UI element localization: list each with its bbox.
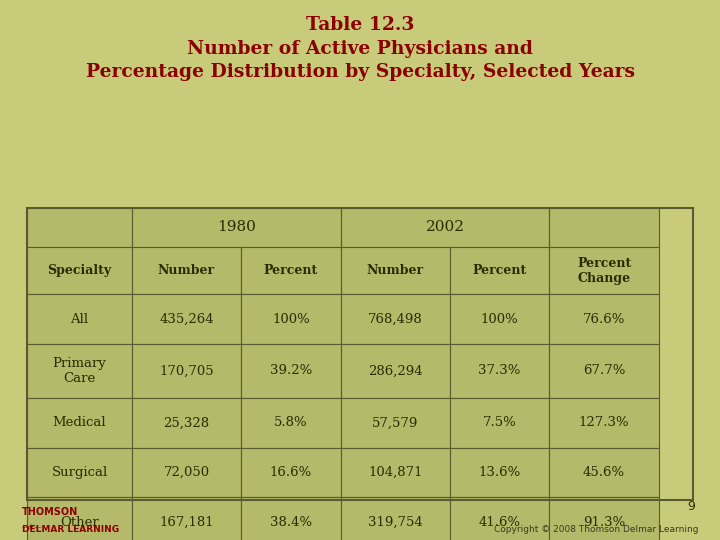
Text: 768,498: 768,498	[368, 313, 423, 326]
Text: 41.6%: 41.6%	[479, 516, 521, 529]
Text: Surgical: Surgical	[51, 466, 108, 479]
Bar	[132, 294, 241, 344]
Bar	[549, 497, 659, 540]
Text: Percent
Change: Percent Change	[577, 256, 631, 285]
Text: 38.4%: 38.4%	[270, 516, 312, 529]
Bar	[341, 398, 450, 448]
Bar	[132, 247, 241, 294]
Text: Copyright © 2008 Thomson Delmar Learning: Copyright © 2008 Thomson Delmar Learning	[494, 524, 698, 534]
Bar	[450, 398, 549, 448]
Bar	[132, 497, 241, 540]
Text: 5.8%: 5.8%	[274, 416, 307, 429]
Bar	[241, 344, 341, 398]
Text: Table 12.3
Number of Active Physicians and
Percentage Distribution by Specialty,: Table 12.3 Number of Active Physicians a…	[86, 16, 634, 82]
Bar	[241, 294, 341, 344]
Text: 72,050: 72,050	[163, 466, 210, 479]
Bar	[341, 247, 450, 294]
Bar	[341, 344, 450, 398]
Bar	[27, 294, 132, 344]
Text: 435,264: 435,264	[159, 313, 214, 326]
Text: 13.6%: 13.6%	[479, 466, 521, 479]
Text: 170,705: 170,705	[159, 364, 214, 377]
Bar	[27, 247, 132, 294]
Text: Percent: Percent	[264, 264, 318, 277]
Bar	[241, 448, 341, 497]
Bar	[450, 497, 549, 540]
Text: Percent: Percent	[472, 264, 527, 277]
Text: 25,328: 25,328	[163, 416, 210, 429]
Text: Other: Other	[60, 516, 99, 529]
Bar	[241, 398, 341, 448]
Text: THOMSON: THOMSON	[22, 507, 78, 517]
Text: Number: Number	[158, 264, 215, 277]
Text: 67.7%: 67.7%	[583, 364, 625, 377]
Text: 76.6%: 76.6%	[583, 313, 625, 326]
Bar	[549, 247, 659, 294]
Bar	[549, 208, 659, 247]
Bar	[549, 398, 659, 448]
Text: 100%: 100%	[272, 313, 310, 326]
Text: 100%: 100%	[481, 313, 518, 326]
Bar	[27, 208, 132, 247]
Text: 57,579: 57,579	[372, 416, 418, 429]
Bar	[341, 208, 549, 247]
Bar	[132, 208, 341, 247]
Bar	[132, 398, 241, 448]
Bar	[450, 448, 549, 497]
Text: DELMAR LEARNING: DELMAR LEARNING	[22, 524, 119, 534]
Text: All: All	[71, 313, 89, 326]
Text: 45.6%: 45.6%	[583, 466, 625, 479]
Text: —★—: —★—	[22, 523, 42, 530]
Text: 319,754: 319,754	[368, 516, 423, 529]
Text: 91.3%: 91.3%	[583, 516, 625, 529]
Bar	[241, 497, 341, 540]
Bar	[27, 448, 132, 497]
Bar	[341, 497, 450, 540]
Bar	[132, 344, 241, 398]
Text: Specialty: Specialty	[48, 264, 112, 277]
Bar	[241, 247, 341, 294]
Text: 127.3%: 127.3%	[579, 416, 629, 429]
Bar	[549, 294, 659, 344]
Text: 167,181: 167,181	[159, 516, 214, 529]
Text: 1980: 1980	[217, 220, 256, 234]
Text: 39.2%: 39.2%	[270, 364, 312, 377]
Bar	[27, 344, 132, 398]
Text: 104,871: 104,871	[368, 466, 423, 479]
Bar	[27, 497, 132, 540]
Text: Number: Number	[366, 264, 424, 277]
Bar	[549, 344, 659, 398]
Text: 2002: 2002	[426, 220, 464, 234]
Text: 9: 9	[687, 500, 695, 513]
Text: 37.3%: 37.3%	[479, 364, 521, 377]
Text: Primary
Care: Primary Care	[53, 357, 107, 385]
Text: 286,294: 286,294	[368, 364, 423, 377]
Bar	[132, 448, 241, 497]
Bar	[27, 208, 693, 500]
Bar	[27, 398, 132, 448]
Bar	[450, 294, 549, 344]
Text: 7.5%: 7.5%	[483, 416, 516, 429]
Bar	[341, 448, 450, 497]
Bar	[341, 294, 450, 344]
Bar	[450, 344, 549, 398]
Text: 16.6%: 16.6%	[270, 466, 312, 479]
Bar	[450, 247, 549, 294]
Text: Medical: Medical	[53, 416, 107, 429]
Bar	[549, 448, 659, 497]
